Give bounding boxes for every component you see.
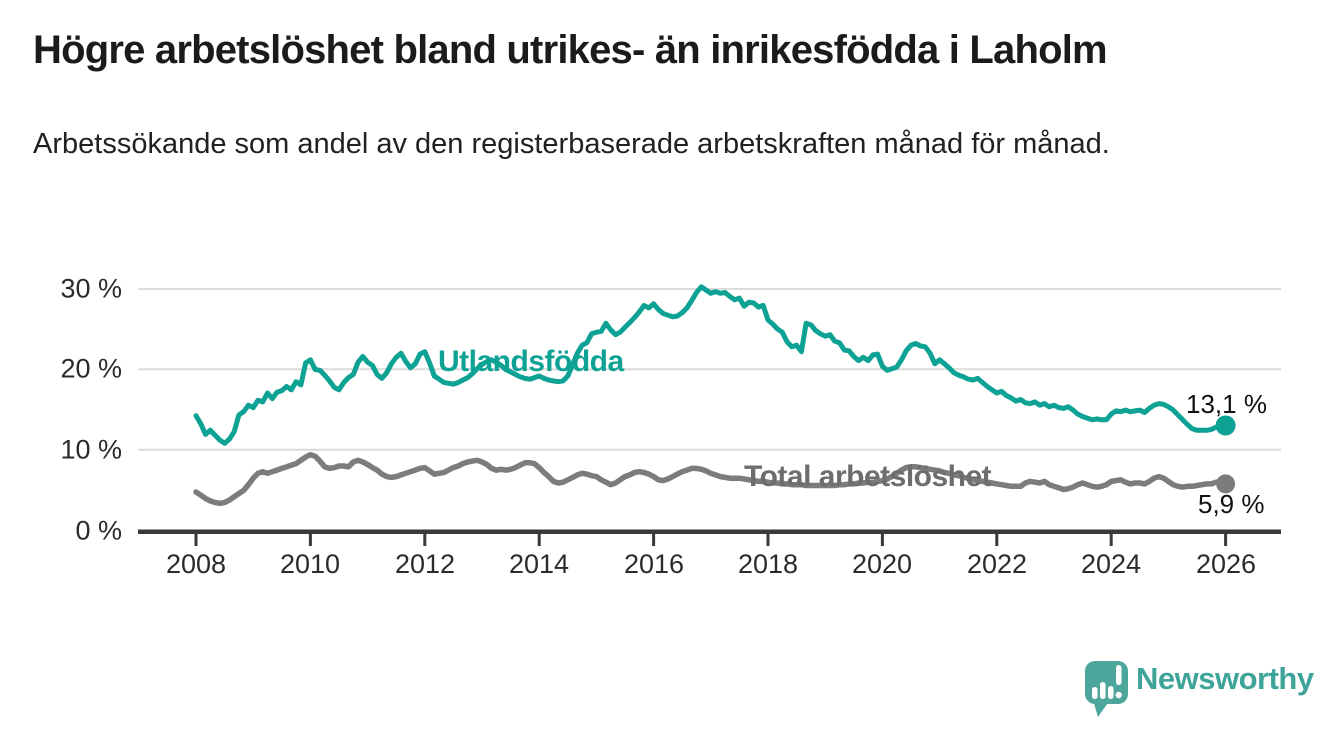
x-axis-label-2008: 2008 [165, 549, 227, 579]
series-line-utlandsfodda [193, 284, 1229, 446]
x-axis-ticks [194, 533, 1228, 546]
x-axis-label-2018: 2018 [737, 549, 799, 579]
speech-bubble-tail [1093, 700, 1110, 717]
x-axis-label-2014: 2014 [508, 549, 570, 579]
x-axis-label-2010: 2010 [279, 549, 341, 579]
y-axis-label-10: 10 % [60, 434, 122, 465]
bar-chart-glyph [1092, 665, 1122, 699]
page-subtitle: Arbetssökande som andel av den registerb… [33, 128, 1110, 160]
series-line-total-arbetsloshet [193, 451, 1229, 507]
speech-bubble-shape [1085, 661, 1128, 704]
gridlines [138, 288, 1281, 451]
y-axis-label-0: 0 % [75, 515, 122, 546]
y-axis-label-30: 30 % [60, 273, 122, 304]
end-value-utlandsfodda: 13,1 % [1186, 389, 1267, 419]
x-axis-label-2016: 2016 [623, 549, 685, 579]
exclamation-dot [1115, 691, 1122, 699]
series-label-utlandsfodda: Utlandsfödda [438, 345, 624, 378]
x-axis-label-2012: 2012 [394, 549, 456, 579]
series-end-dot-total-arbetsloshet [1216, 474, 1236, 494]
exclamation-bar [1116, 665, 1122, 685]
x-axis-label-2026: 2026 [1195, 549, 1257, 579]
x-axis-label-2024: 2024 [1080, 549, 1142, 579]
newsworthy-logo-icon [1085, 661, 1128, 717]
x-axis-label-2022: 2022 [966, 549, 1028, 579]
end-value-total-arbetsloshet: 5,9 % [1198, 489, 1265, 519]
x-axis-label-2020: 2020 [851, 549, 913, 579]
series-end-dot-utlandsfodda [1215, 415, 1236, 436]
newsworthy-logo-text: Newsworthy [1136, 661, 1314, 696]
page-title: Högre arbetslöshet bland utrikes- än inr… [33, 28, 1108, 72]
y-axis-label-20: 20 % [60, 353, 122, 384]
series-label-total-arbetsloshet: Total arbetslöshet [744, 460, 992, 493]
